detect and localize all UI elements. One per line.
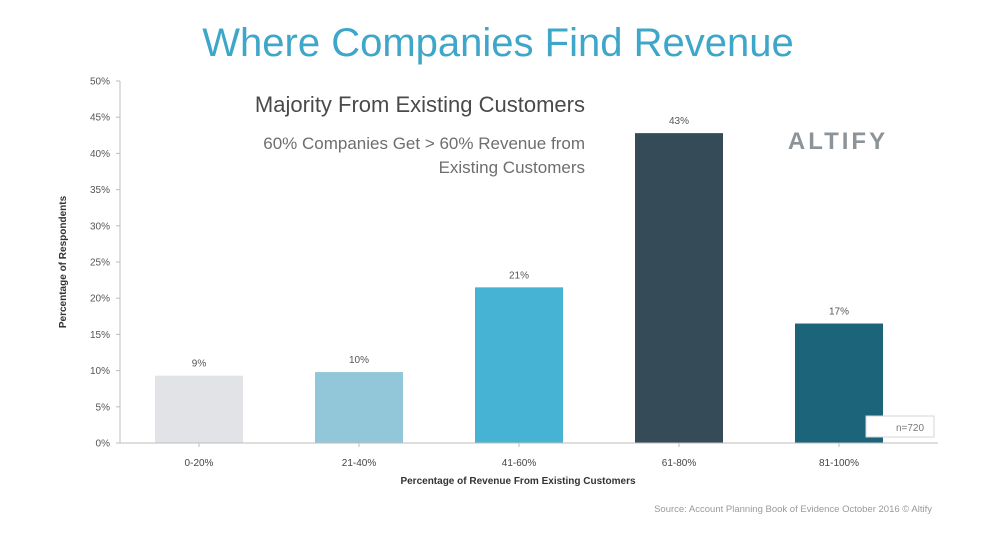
annotation-line-2: Existing Customers xyxy=(439,158,585,177)
x-tick-label: 61-80% xyxy=(662,458,697,469)
y-tick-label: 50% xyxy=(90,77,110,88)
source-note: Source: Account Planning Book of Evidenc… xyxy=(654,504,932,515)
data-label: 17% xyxy=(829,307,849,318)
y-tick-label: 25% xyxy=(90,258,110,269)
x-tick-label: 41-60% xyxy=(502,458,537,469)
bars-group: 9% 10% 21% 43% 17% xyxy=(155,116,883,444)
data-label: 21% xyxy=(509,270,529,281)
x-tick-label: 81-100% xyxy=(819,458,859,469)
y-axis: 0% 5% 10% 15% 20% 25% 30% 35% 40% 45% 50% xyxy=(90,77,121,450)
data-label: 43% xyxy=(669,116,689,127)
y-tick-label: 45% xyxy=(90,113,110,124)
bar-21-40% xyxy=(315,372,403,443)
bar-41-60% xyxy=(475,287,563,443)
annotation-line-1: 60% Companies Get > 60% Revenue from xyxy=(263,134,585,153)
sample-size-label: n=720 xyxy=(896,423,925,434)
y-tick-label: 5% xyxy=(96,402,111,413)
x-tick-label: 21-40% xyxy=(342,458,377,469)
data-label: 10% xyxy=(349,355,369,366)
x-axis-title: Percentage of Revenue From Existing Cust… xyxy=(400,476,636,487)
y-tick-label: 35% xyxy=(90,185,110,196)
data-label: 9% xyxy=(192,359,207,370)
y-axis-title: Percentage of Respondents xyxy=(58,195,69,328)
x-tick-label: 0-20% xyxy=(185,458,214,469)
chart-title: Where Companies Find Revenue xyxy=(202,21,793,65)
sample-size-box: n=720 xyxy=(865,415,935,438)
y-tick-label: 20% xyxy=(90,294,110,305)
x-axis: 0-20% 21-40% 41-60% 61-80% 81-100% xyxy=(120,442,938,469)
y-tick-label: 30% xyxy=(90,221,110,232)
brand-logo: ALTIFY xyxy=(788,128,888,155)
y-tick-label: 0% xyxy=(96,439,111,450)
y-tick-label: 10% xyxy=(90,366,110,377)
bar-0-20% xyxy=(155,375,243,443)
chart-subtitle: Majority From Existing Customers xyxy=(255,92,585,117)
y-tick-label: 15% xyxy=(90,330,110,341)
y-tick-label: 40% xyxy=(90,149,110,160)
bar-61-80% xyxy=(635,133,723,444)
